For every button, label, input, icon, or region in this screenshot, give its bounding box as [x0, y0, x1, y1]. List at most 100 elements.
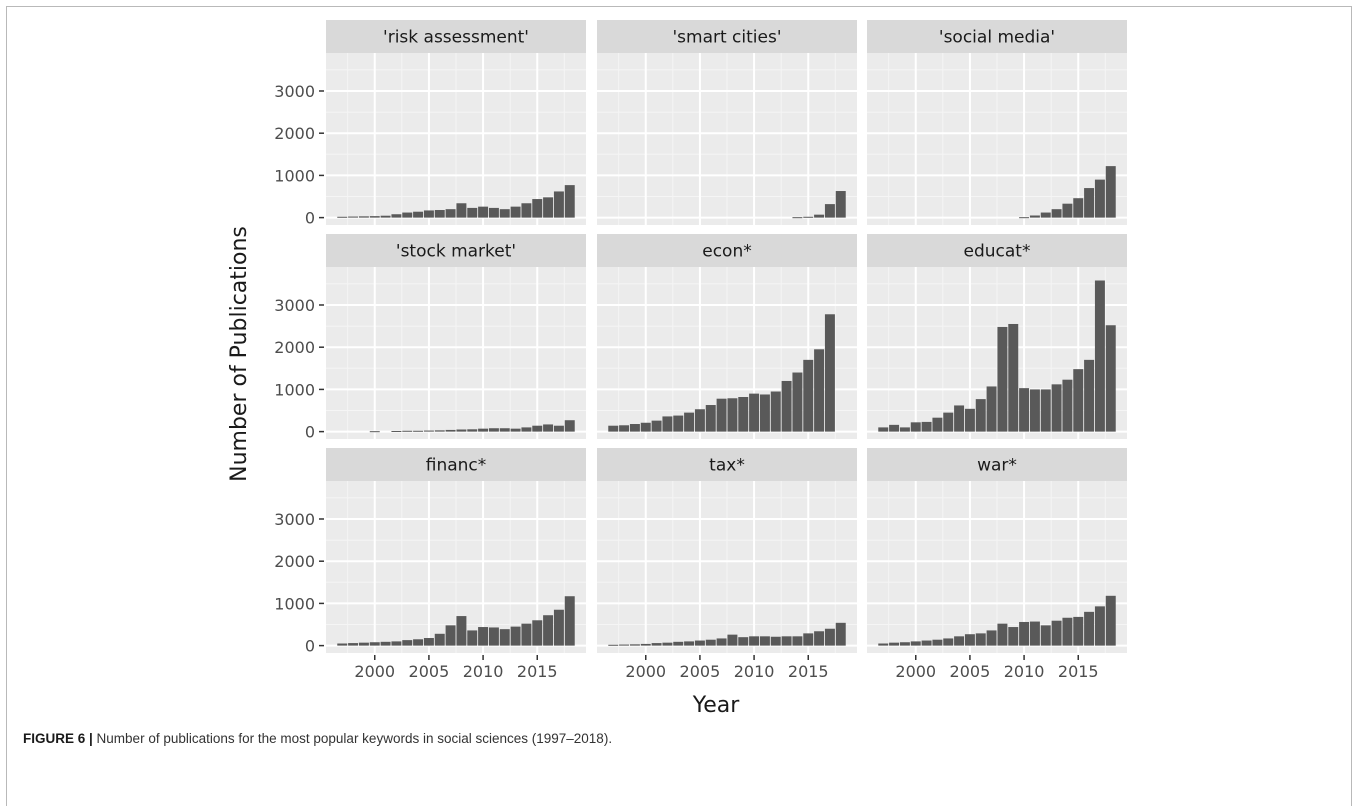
facet-strip-label: financ* — [426, 456, 487, 476]
caption-label: FIGURE 6 | — [23, 731, 93, 746]
x-tick-label: 2015 — [788, 662, 829, 681]
facet-strip — [326, 448, 586, 481]
bar — [803, 359, 814, 432]
bar — [910, 422, 921, 432]
bar — [738, 637, 749, 646]
bar — [932, 639, 943, 646]
bar — [391, 641, 402, 646]
bar — [814, 349, 825, 432]
bar — [1094, 280, 1105, 432]
bar — [1073, 198, 1084, 218]
bar — [358, 642, 369, 646]
facet-bar-chart: 'risk assessment' 0 1000 2000 3000 'smart cit… — [227, 20, 1127, 718]
bar — [499, 209, 510, 218]
bar — [521, 203, 532, 218]
bar — [402, 430, 413, 432]
facet-strip-label: 'stock market' — [396, 242, 516, 262]
bar — [1094, 606, 1105, 646]
bar — [532, 425, 543, 432]
bar — [1084, 359, 1095, 432]
bar — [467, 429, 478, 432]
bar — [749, 636, 760, 646]
x-tick-label: 2000 — [625, 662, 666, 681]
y-tick-label: 1000 — [274, 166, 315, 185]
bar — [499, 428, 510, 432]
bar — [434, 430, 445, 432]
bar — [662, 416, 673, 432]
bar — [1019, 621, 1030, 646]
bar — [369, 216, 380, 218]
bar — [521, 623, 532, 646]
x-tick-label: 2005 — [680, 662, 721, 681]
bar — [803, 633, 814, 646]
y-axis-title: Number of Publications — [227, 226, 252, 482]
bar — [878, 643, 889, 646]
bar — [1029, 389, 1040, 432]
bar — [619, 425, 630, 432]
bar — [673, 415, 684, 432]
bar — [358, 216, 369, 218]
bar — [1105, 166, 1116, 218]
facet-strip — [867, 234, 1127, 267]
x-axis-title: Year — [692, 693, 741, 718]
x-tick-label: 2010 — [734, 662, 775, 681]
y-tick-label: 0 — [305, 637, 315, 656]
bar — [792, 217, 803, 219]
bar — [673, 641, 684, 646]
bar — [619, 644, 630, 646]
bar — [1084, 611, 1095, 646]
bar — [986, 386, 997, 432]
facet-panel: tax* 2000 2005 2010 2015 — [597, 448, 857, 681]
facet-panel: econ* — [597, 234, 857, 439]
bar — [1019, 217, 1030, 219]
bar — [694, 409, 705, 432]
bar — [954, 405, 965, 432]
bar — [543, 424, 554, 432]
bar — [716, 638, 727, 646]
y-tick-label: 0 — [305, 209, 315, 228]
bar — [975, 399, 986, 432]
bar — [727, 634, 738, 646]
bar — [814, 214, 825, 218]
bar — [943, 638, 954, 646]
bar — [1105, 325, 1116, 432]
bar — [488, 207, 499, 218]
bar — [921, 421, 932, 432]
bar — [629, 644, 640, 646]
bar — [921, 640, 932, 646]
x-tick-label: 2015 — [1058, 662, 1099, 681]
bar — [814, 631, 825, 646]
x-tick-label: 2010 — [1004, 662, 1045, 681]
bar — [964, 634, 975, 646]
bar — [413, 211, 424, 218]
bar — [803, 216, 814, 218]
bar — [456, 203, 467, 218]
facet-panel: financ* 0 1000 2000 3000 2000 2005 2010 2015 — [274, 448, 586, 681]
bar — [564, 420, 575, 432]
bar — [759, 636, 770, 646]
bar — [964, 408, 975, 432]
y-tick-label: 2000 — [274, 552, 315, 571]
bar — [499, 629, 510, 646]
bar — [899, 642, 910, 646]
y-tick-label: 3000 — [274, 296, 315, 315]
bar — [889, 642, 900, 646]
bar — [380, 215, 391, 218]
bar — [445, 625, 456, 646]
facet-panel: educat* — [867, 234, 1127, 439]
facet-strip-label: 'risk assessment' — [383, 28, 529, 48]
bar — [662, 642, 673, 646]
bar — [488, 627, 499, 646]
facet-panel: 'risk assessment' 0 1000 2000 3000 — [274, 20, 586, 228]
bar — [467, 207, 478, 218]
bar — [1051, 209, 1062, 218]
x-tick-label: 2000 — [354, 662, 395, 681]
facet-strip-label: econ* — [702, 242, 751, 262]
bar — [348, 216, 359, 218]
bar — [943, 412, 954, 432]
bar — [553, 609, 564, 646]
bar — [337, 643, 348, 646]
bar — [488, 428, 499, 432]
bar — [792, 636, 803, 646]
bar — [889, 424, 900, 432]
